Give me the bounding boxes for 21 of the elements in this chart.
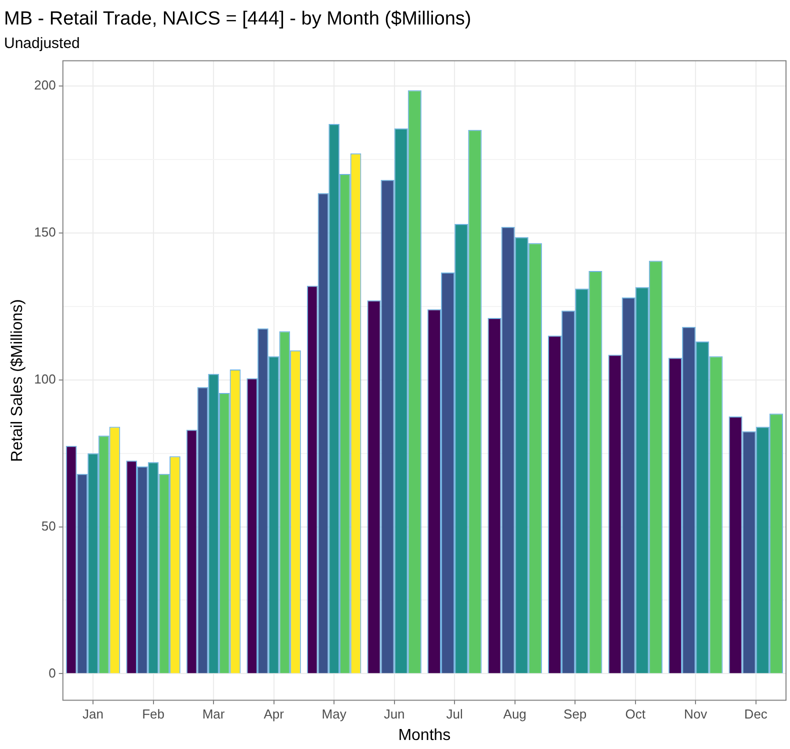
x-tick-label: Nov [684, 706, 708, 722]
x-tick-label: Mar [202, 706, 226, 722]
x-axis-title: Months [398, 726, 451, 744]
y-tick-label: 200 [34, 77, 56, 92]
y-tick-label: 0 [48, 665, 56, 680]
y-tick-label: 50 [41, 518, 56, 534]
x-tick-label: Feb [142, 706, 164, 722]
y-axis-title: Retail Sales ($Millions) [9, 299, 26, 462]
x-tick-label: Dec [744, 706, 768, 722]
x-tick-label: Oct [625, 706, 646, 722]
x-tick-label: Jul [446, 706, 463, 722]
x-tick-label: May [322, 706, 347, 722]
y-tick-label: 150 [34, 224, 56, 240]
chart-title: MB - Retail Trade, NAICS = [444] - by Month ($Millions) [4, 8, 472, 30]
y-tick-label: 100 [34, 371, 56, 386]
x-tick-label: Apr [264, 706, 285, 722]
x-tick-label: Jun [384, 706, 405, 722]
x-tick-label: Jan [82, 706, 104, 722]
x-tick-label: Sep [564, 706, 587, 722]
chart-subtitle: Unadjusted [4, 34, 80, 52]
x-tick-label: Aug [503, 706, 526, 722]
